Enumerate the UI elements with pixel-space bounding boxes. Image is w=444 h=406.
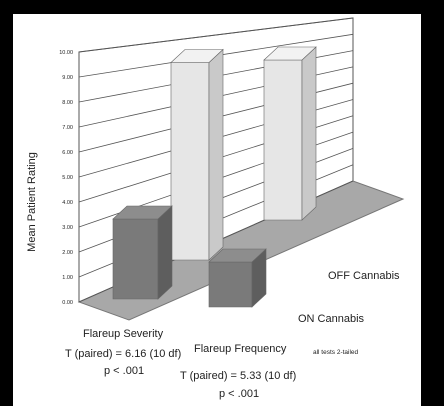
- frequency-test-annotation: T (paired) = 5.33 (10 df): [180, 370, 296, 382]
- y-tick-label: 7.00: [62, 125, 73, 131]
- bar-on-frequency: [208, 248, 267, 263]
- y-axis-label: Mean Patient Rating: [26, 152, 38, 252]
- y-tick-label: 3.00: [62, 225, 73, 231]
- bar-off-severity: [170, 49, 224, 63]
- series-label-off: OFF Cannabis: [328, 270, 400, 282]
- y-tick-label: 8.00: [62, 100, 73, 106]
- bar-off-frequency: [263, 59, 303, 221]
- y-tick-label: 10.00: [59, 50, 73, 56]
- y-tick-label: 1.00: [62, 275, 73, 281]
- frequency-p-annotation: p < .001: [219, 388, 259, 400]
- y-tick-label: 5.00: [62, 175, 73, 181]
- tests-note: all tests 2-tailed: [313, 349, 359, 356]
- bars: [112, 46, 317, 308]
- y-tick-label: 2.00: [62, 250, 73, 256]
- y-tick-label: 6.00: [62, 150, 73, 156]
- y-tick-label: 4.00: [62, 200, 73, 206]
- chart-frame: 0.00 1.00 2.00 3.00 4.00 5.00 6.00 7.00 8.00 9.00…: [13, 14, 421, 406]
- series-label-on: ON Cannabis: [298, 313, 365, 325]
- y-tick-label: 9.00: [62, 75, 73, 81]
- bar-on-severity: [112, 205, 173, 220]
- y-tick-label: 0.00: [62, 300, 73, 306]
- bar-off-frequency: [263, 46, 317, 61]
- bar-on-severity: [157, 205, 173, 300]
- bar-on-severity: [112, 218, 159, 300]
- bar-on-frequency: [208, 261, 253, 308]
- bar-off-severity: [208, 48, 224, 261]
- category-label-frequency: Flareup Frequency: [194, 343, 287, 355]
- gridline: [78, 17, 354, 53]
- severity-test-annotation: T (paired) = 6.16 (10 df): [65, 348, 181, 360]
- chart-svg: 0.00 1.00 2.00 3.00 4.00 5.00 6.00 7.00 8.00 9.00…: [26, 17, 405, 400]
- bar-off-frequency: [301, 46, 317, 221]
- category-label-severity: Flareup Severity: [83, 328, 164, 340]
- bar-off-severity: [170, 62, 210, 261]
- y-tick-labels: 0.00 1.00 2.00 3.00 4.00 5.00 6.00 7.00 8.00 9.00…: [59, 50, 73, 306]
- severity-p-annotation: p < .001: [104, 365, 144, 377]
